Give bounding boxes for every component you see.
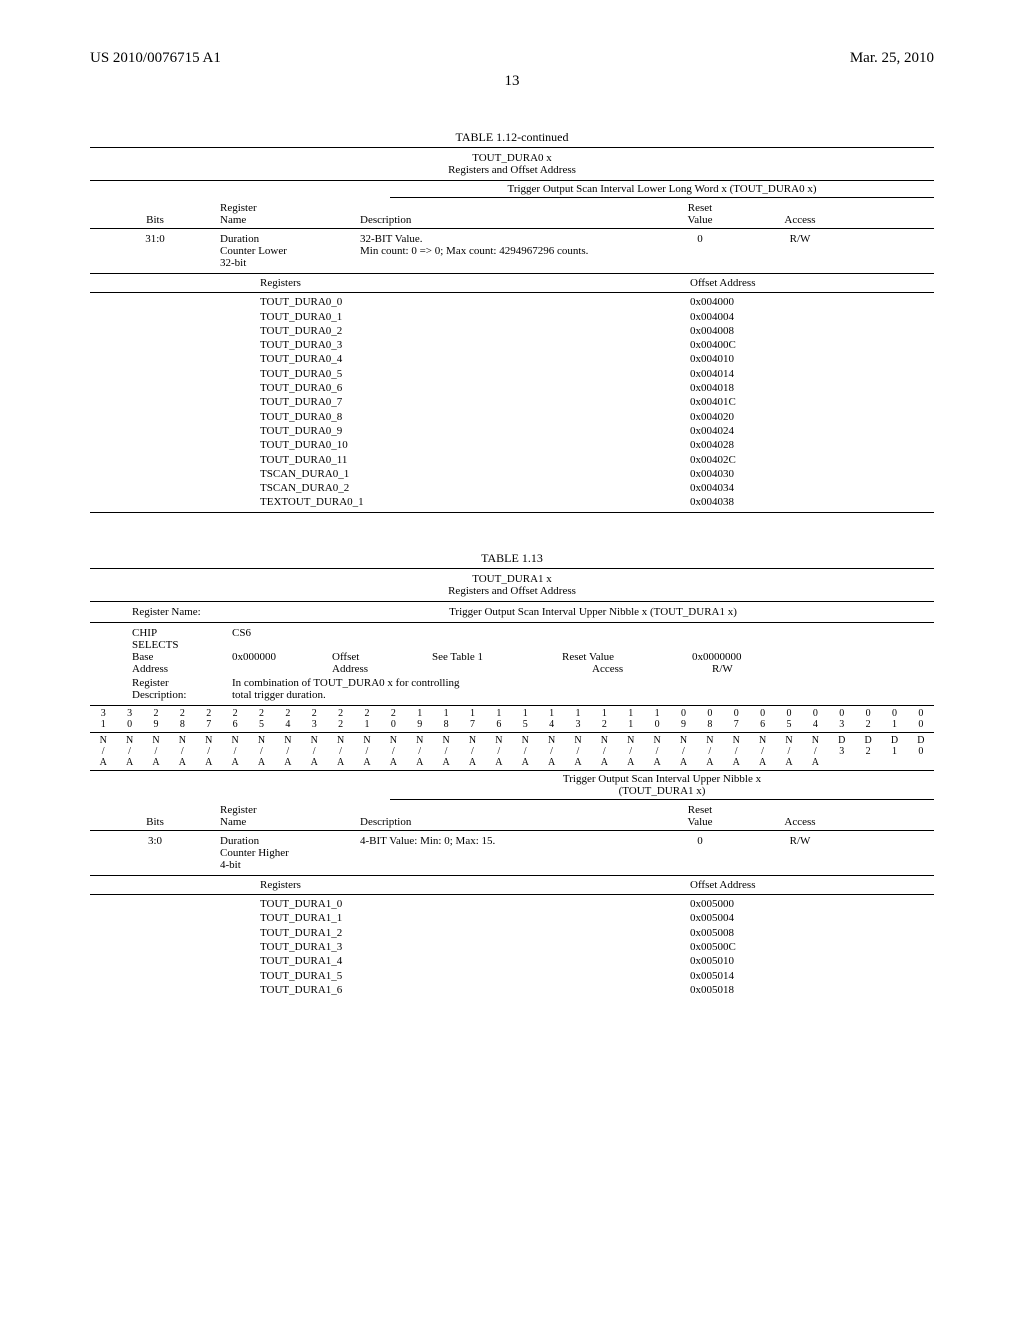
rule (90, 273, 934, 274)
table113-subtitle1: TOUT_DURA1 x (90, 573, 934, 585)
col-reset-label: Reset (650, 202, 750, 214)
table112-register-row: 31:0 Duration Counter Lower 32-bit 32-BI… (90, 233, 934, 269)
register-list-item: TOUT_DURA1_50x005014 (90, 969, 934, 983)
table113-column-headers-r2: Bits Name Description Value Access (90, 816, 934, 828)
regname-value: Trigger Output Scan Interval Upper Nibbl… (262, 606, 932, 618)
rule (390, 799, 934, 800)
rule (90, 512, 934, 513)
list-hdr-offset: Offset Address (550, 276, 870, 290)
col-desc: Description (360, 214, 650, 226)
rule (90, 180, 934, 181)
rule (90, 875, 934, 876)
rule (90, 830, 934, 831)
table113-subtitle2: Registers and Offset Address (90, 585, 934, 597)
table113-regname-row: Register Name: Trigger Output Scan Inter… (90, 604, 934, 620)
register-list-item: TOUT_DURA0_00x004000 (90, 295, 934, 309)
rule (90, 292, 934, 293)
col-name: Name (220, 214, 360, 226)
rule (90, 228, 934, 229)
access-value: R/W (750, 233, 850, 269)
rule (90, 147, 934, 148)
register-list-item: TOUT_DURA0_10x004004 (90, 310, 934, 324)
table112-subtitle2: Registers and Offset Address (90, 164, 934, 176)
rule (390, 197, 934, 198)
table112-title: TABLE 1.12-continued (90, 130, 934, 145)
register-list-item: TOUT_DURA1_40x005010 (90, 954, 934, 968)
register-list-item: TOUT_DURA0_30x00400C (90, 338, 934, 352)
register-list-item: TOUT_DURA1_10x005004 (90, 911, 934, 925)
register-list-item: TEXTOUT_DURA0_10x004038 (90, 495, 934, 509)
register-list-item: TOUT_DURA0_70x00401C (90, 395, 934, 409)
table113-column-headers: Register Reset (90, 804, 934, 816)
list-headers: Registers Offset Address (90, 276, 934, 290)
rule (90, 622, 934, 623)
table113-list-headers: Registers Offset Address (90, 878, 934, 892)
regname-label: Register Name: (92, 606, 260, 618)
register-list-item: TOUT_DURA0_110x00402C (90, 453, 934, 467)
reset-value: 0 (650, 233, 750, 269)
col-access: Access (750, 214, 850, 226)
page-number: 13 (90, 73, 934, 90)
register-list-item: TOUT_DURA0_100x004028 (90, 438, 934, 452)
column-headers-row2: Bits Name Description Value Access (90, 214, 934, 226)
column-headers: Register Reset (90, 202, 934, 214)
bit-flag-grid: NNNNNNNNNNNNNNNNNNNNNNNNNNNNDDDD ///////… (90, 735, 934, 768)
table113-register-list: TOUT_DURA1_00x005000TOUT_DURA1_10x005004… (90, 897, 934, 997)
register-list-item: TOUT_DURA1_30x00500C (90, 940, 934, 954)
bits-value: 31:0 (90, 233, 220, 269)
table112-subtitle1: TOUT_DURA0 x (90, 152, 934, 164)
page: US 2010/0076715 A1 Mar. 25, 2010 13 TABL… (0, 0, 1024, 1037)
table113-title: TABLE 1.13 (90, 551, 934, 566)
register-list-item: TSCAN_DURA0_10x004030 (90, 467, 934, 481)
register-list-item: TOUT_DURA0_20x004008 (90, 324, 934, 338)
rule (90, 894, 934, 895)
list-hdr-registers: Registers (90, 276, 550, 290)
register-list-item: TSCAN_DURA0_20x004034 (90, 481, 934, 495)
register-list-item: TOUT_DURA0_90x004024 (90, 424, 934, 438)
col-bits: Bits (90, 214, 220, 226)
publication-number: US 2010/0076715 A1 (90, 50, 221, 67)
register-list-item: TOUT_DURA0_60x004018 (90, 381, 934, 395)
col-reset: Value (650, 214, 750, 226)
desc-value: 32-BIT Value. Min count: 0 => 0; Max cou… (360, 233, 650, 269)
register-list-item: TOUT_DURA0_50x004014 (90, 367, 934, 381)
rule (90, 705, 934, 706)
table113-info-block: CHIP SELECTS Base Address CS6 0x000000 O… (90, 625, 934, 703)
rule (90, 601, 934, 602)
register-list-item: TOUT_DURA0_80x004020 (90, 410, 934, 424)
register-list-item: TOUT_DURA1_60x005018 (90, 983, 934, 997)
register-list-item: TOUT_DURA0_40x004010 (90, 352, 934, 366)
table112-register-list: TOUT_DURA0_00x004000TOUT_DURA0_10x004004… (90, 295, 934, 509)
page-header: US 2010/0076715 A1 Mar. 25, 2010 (90, 50, 934, 67)
register-list-item: TOUT_DURA1_00x005000 (90, 897, 934, 911)
rule (90, 732, 934, 733)
table113-register-row: 3:0 Duration Counter Higher 4-bit 4-BIT … (90, 835, 934, 871)
name-value: Duration Counter Lower 32-bit (220, 233, 360, 269)
register-list-item: TOUT_DURA1_20x005008 (90, 926, 934, 940)
col-register: Register (220, 202, 360, 214)
publication-date: Mar. 25, 2010 (850, 50, 934, 67)
rule (90, 770, 934, 771)
bit-number-grid: 33222222222211111111110000000000 1098765… (90, 708, 934, 730)
rule (90, 568, 934, 569)
table112-section-header: Trigger Output Scan Interval Lower Long … (390, 183, 934, 195)
table113-section-header: Trigger Output Scan Interval Upper Nibbl… (390, 773, 934, 797)
